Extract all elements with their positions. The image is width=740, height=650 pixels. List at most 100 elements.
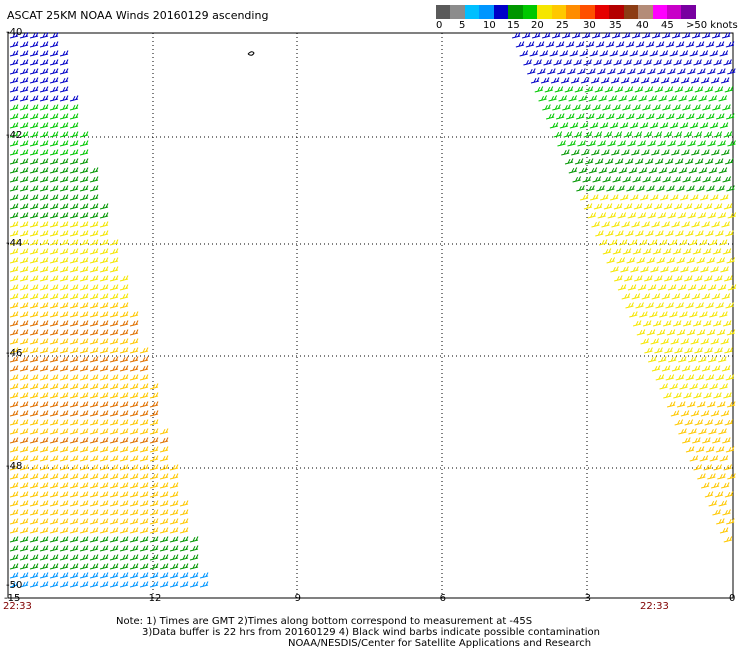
wind-barb [623, 131, 633, 138]
wind-barb [610, 77, 620, 84]
wind-barb [69, 212, 79, 219]
wind-barb [89, 545, 99, 552]
wind-barb [708, 356, 717, 363]
footer-note-1: Note: 1) Times are GMT 2)Times along bot… [116, 616, 533, 627]
wind-barb [703, 392, 712, 399]
wind-barb [69, 563, 79, 570]
wind-barb [695, 302, 704, 309]
wind-barb [541, 32, 551, 39]
wind-barb [604, 158, 614, 165]
wind-barb [584, 158, 594, 165]
wind-barb [49, 347, 59, 354]
wind-barb [39, 437, 49, 444]
wind-barb [9, 149, 19, 156]
wind-barb [672, 248, 682, 255]
wind-barb [89, 491, 99, 498]
wind-barb [39, 347, 49, 354]
wind-barb [99, 320, 109, 327]
wind-barb [681, 149, 690, 156]
wind-barb [562, 104, 571, 111]
wind-barb [628, 167, 638, 174]
wind-barb [169, 482, 179, 489]
wind-barb [79, 518, 89, 525]
wind-barb [578, 95, 588, 102]
wind-barb [638, 239, 648, 246]
wind-barb [698, 95, 708, 102]
wind-barb [700, 266, 709, 273]
wind-barb [79, 302, 89, 309]
wind-barb [89, 167, 99, 174]
wind-barb [723, 131, 733, 138]
wind-barb [715, 446, 725, 453]
wind-barb [69, 248, 79, 255]
wind-barb [129, 554, 139, 561]
wind-barb [644, 275, 653, 282]
wind-barb [694, 86, 704, 93]
wind-barb [59, 194, 69, 201]
wind-barb [29, 581, 39, 588]
wind-barb [119, 392, 129, 399]
wind-barb [658, 95, 668, 102]
wind-barb [49, 446, 59, 453]
wind-barb [700, 338, 710, 345]
wind-barb [714, 419, 724, 426]
legend-label: 35 [609, 20, 622, 31]
wind-barb [39, 581, 49, 588]
wind-barb [672, 320, 682, 327]
wind-speed-legend [436, 5, 696, 19]
wind-barb [610, 194, 619, 201]
wind-barb [598, 239, 608, 246]
wind-barb [139, 527, 149, 534]
wind-barb [692, 248, 702, 255]
wind-barb [119, 401, 129, 408]
wind-barb [548, 95, 558, 102]
wind-barb [673, 203, 683, 210]
wind-barb [119, 509, 129, 516]
wind-barb [19, 329, 29, 336]
legend-swatch [565, 5, 581, 19]
wind-barb [582, 176, 592, 183]
wind-barb [99, 239, 109, 246]
wind-barb [9, 104, 19, 111]
wind-barb [565, 113, 575, 120]
wind-barb [19, 545, 29, 552]
wind-barb [109, 536, 119, 543]
wind-barb [19, 77, 29, 84]
wind-barb [573, 131, 583, 138]
wind-barb [699, 311, 708, 318]
wind-barb [89, 257, 99, 264]
wind-barb [89, 212, 99, 219]
wind-barb [668, 239, 678, 246]
wind-barb [708, 239, 718, 246]
wind-barb [9, 509, 19, 516]
wind-barb [640, 338, 650, 345]
wind-barb [706, 401, 716, 408]
wind-barb [49, 176, 59, 183]
lon-label-0: 0 [729, 593, 736, 604]
wind-barb [39, 401, 49, 408]
wind-barb [621, 32, 631, 39]
wind-barb [559, 50, 569, 57]
wind-barb [19, 374, 29, 381]
wind-barb [79, 509, 89, 516]
wind-barb [720, 266, 729, 273]
wind-barb [129, 509, 139, 516]
wind-barb [19, 122, 29, 129]
wind-barb [570, 77, 580, 84]
wind-barb [725, 374, 735, 381]
wind-barb [89, 320, 99, 327]
wind-barb [159, 491, 169, 498]
wind-barb [687, 284, 697, 291]
wind-barb [597, 212, 607, 219]
wind-barb [49, 554, 59, 561]
wind-barb [69, 230, 79, 237]
wind-barb [59, 266, 69, 273]
wind-barb [669, 122, 679, 129]
wind-barb [49, 194, 59, 201]
wind-barb [530, 77, 540, 84]
wind-barb [99, 257, 109, 264]
wind-barb [49, 401, 59, 408]
wind-barb [19, 113, 29, 120]
wind-barb [99, 437, 109, 444]
wind-barb [594, 158, 604, 165]
